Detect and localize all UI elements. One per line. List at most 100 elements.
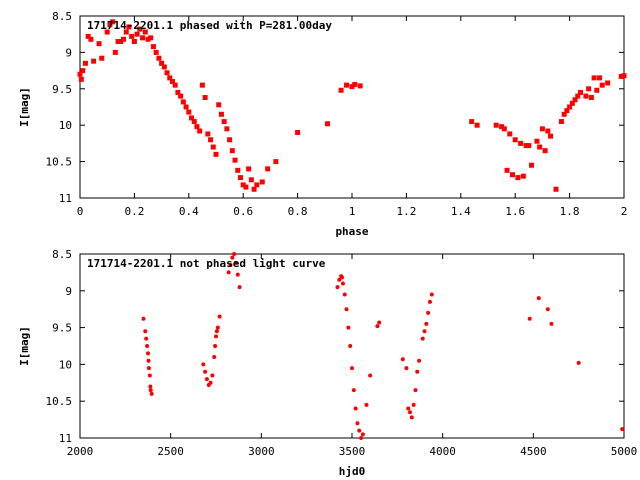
- phased-data-point: [180, 99, 186, 105]
- phased-data-point: [121, 36, 127, 42]
- unphased-data-point: [377, 320, 382, 325]
- phased-data-point: [575, 93, 581, 99]
- phased-data-point: [202, 95, 208, 101]
- unphased-data-point: [214, 334, 218, 339]
- phased-y-tick-label: 9.5: [52, 83, 72, 96]
- unphased-data-point: [146, 351, 150, 356]
- phased-data-point: [553, 186, 559, 192]
- phased-data-point: [218, 111, 224, 117]
- unphased-data-point: [210, 373, 215, 378]
- phased-data-point: [548, 133, 554, 139]
- unphased-data-point: [228, 263, 233, 268]
- unphased-data-point: [426, 310, 431, 315]
- phased-data-point: [526, 143, 532, 149]
- phased-data-point: [295, 129, 301, 135]
- unphased-data-point: [549, 321, 554, 326]
- unphased-x-tick-label: 5000: [611, 445, 638, 458]
- phased-data-point: [357, 83, 363, 89]
- phased-x-tick-label: 0.4: [179, 205, 199, 218]
- unphased-data-point: [215, 325, 220, 330]
- unphased-data-point: [340, 275, 345, 280]
- unphased-light-curve-plot: 2000 2500 3000 3500 4000 4500 5000 8.5 9 9.5 10 10.…: [18, 248, 637, 478]
- phased-y-tick-label: 9: [65, 46, 72, 59]
- phased-data-point: [325, 121, 331, 127]
- unphased-data-point: [147, 373, 152, 378]
- phased-data-point: [112, 49, 118, 55]
- unphased-data-point: [204, 377, 209, 382]
- phased-data-point: [599, 82, 605, 88]
- unphased-data-point: [576, 360, 581, 365]
- phased-data-point: [80, 68, 86, 74]
- unphased-data-point: [232, 252, 237, 256]
- phased-data-point: [588, 95, 594, 101]
- phased-x-tick-label: 0.6: [233, 205, 253, 218]
- phased-data-point: [167, 75, 173, 81]
- phased-data-point: [178, 93, 184, 99]
- phased-data-point: [88, 36, 94, 42]
- phased-data-point: [512, 137, 518, 143]
- phased-data-point: [140, 35, 146, 41]
- unphased-data-point: [348, 344, 353, 348]
- phased-x-axis-label: phase: [335, 225, 368, 238]
- unphased-data-point: [417, 358, 422, 363]
- phased-data-point: [131, 38, 137, 44]
- unphased-data-point: [201, 362, 206, 367]
- phased-y-tick-label: 10.5: [46, 156, 73, 169]
- phased-data-point: [583, 93, 589, 99]
- phased-data-point: [618, 73, 624, 79]
- phased-data-point: [164, 70, 170, 76]
- unphased-y-tick-label: 10.5: [46, 395, 73, 408]
- phased-data-point: [569, 100, 575, 106]
- unphased-x-tick-label: 4500: [520, 445, 547, 458]
- unphased-data-point: [413, 388, 418, 393]
- phased-data-point: [186, 109, 192, 115]
- unphased-data-point: [344, 307, 349, 312]
- phased-data-point: [115, 38, 121, 44]
- phased-data-point: [621, 73, 627, 79]
- phased-data-point: [537, 144, 543, 150]
- unphased-y-tick-label: 11: [59, 432, 72, 445]
- unphased-x-tick-label: 3500: [339, 445, 366, 458]
- phased-data-point: [145, 36, 151, 42]
- unphased-y-tick-label: 10: [59, 358, 72, 371]
- unphased-data-point: [143, 329, 148, 334]
- phased-data-point: [224, 126, 230, 132]
- unphased-data-point: [360, 432, 365, 437]
- phased-data-point: [134, 31, 140, 37]
- phased-data-point: [344, 82, 350, 88]
- phased-y-tick-label: 8.5: [52, 10, 72, 23]
- unphased-data-point: [353, 406, 358, 411]
- unphased-x-tick-label: 4000: [429, 445, 456, 458]
- phased-data-point: [493, 122, 499, 128]
- unphased-data-point: [364, 402, 369, 407]
- phased-data-point: [251, 186, 257, 192]
- unphased-data-point: [359, 436, 364, 440]
- phased-data-point: [518, 140, 524, 146]
- phased-data-point: [150, 44, 156, 50]
- phased-data-point: [123, 29, 129, 35]
- phased-data-point: [507, 131, 513, 137]
- unphased-data-point: [149, 391, 154, 396]
- unphased-data-point: [406, 406, 411, 411]
- phased-data-point: [586, 86, 592, 92]
- phased-data-point: [561, 111, 567, 117]
- phased-plot-frame: [79, 15, 625, 199]
- unphased-plot-title: 171714-2201.1 not phased light curve: [87, 257, 326, 270]
- phased-data-point: [153, 49, 159, 55]
- phased-data-point: [594, 87, 600, 93]
- phased-data-point: [169, 79, 175, 85]
- unphased-data-point: [144, 336, 149, 341]
- unphased-data-point: [148, 384, 153, 389]
- phased-data-point: [232, 157, 238, 163]
- phased-x-tick-label: 1.2: [396, 205, 416, 218]
- unphased-data-point: [342, 292, 347, 297]
- unphased-data-point: [404, 366, 409, 371]
- phased-x-tick-label: 0.2: [124, 205, 144, 218]
- phased-data-point: [534, 138, 540, 144]
- unphased-data-point: [141, 316, 146, 321]
- phased-data-point: [183, 104, 189, 110]
- unphased-data-point: [375, 324, 380, 329]
- phased-data-point: [85, 33, 91, 39]
- unphased-data-point: [337, 277, 342, 282]
